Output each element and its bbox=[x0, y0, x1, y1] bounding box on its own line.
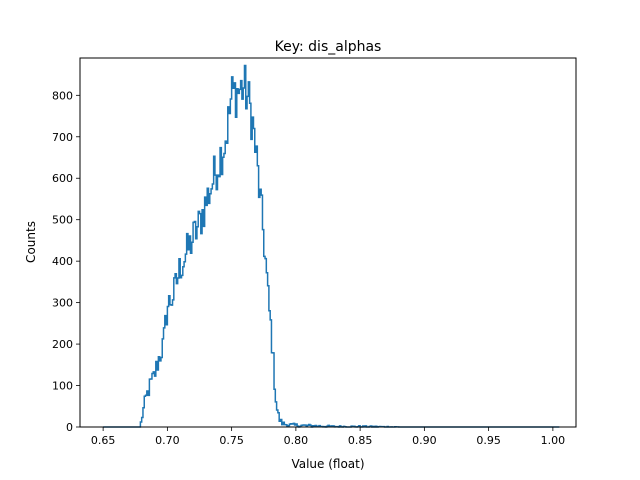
chart-title: Key: dis_alphas bbox=[275, 39, 382, 55]
axes-frame bbox=[79, 57, 577, 428]
y-axis-label: Counts bbox=[24, 221, 38, 263]
y-tick-label: 100 bbox=[52, 380, 73, 393]
y-tick-label: 800 bbox=[52, 89, 73, 102]
y-tick-label: 600 bbox=[52, 172, 73, 185]
y-axis-ticks: 0 100 200 300 400 500 600 700 800 bbox=[52, 89, 80, 434]
y-tick-label: 400 bbox=[52, 255, 73, 268]
x-tick-label: 0.65 bbox=[91, 434, 116, 447]
x-tick-label: 1.00 bbox=[541, 434, 566, 447]
x-axis-ticks: 0.65 0.70 0.75 0.80 0.85 0.90 0.95 1.00 bbox=[91, 427, 565, 447]
x-tick-label: 0.75 bbox=[219, 434, 244, 447]
y-tick-label: 200 bbox=[52, 338, 73, 351]
x-tick-label: 0.95 bbox=[476, 434, 501, 447]
x-axis-label: Value (float) bbox=[291, 457, 364, 471]
y-tick-label: 300 bbox=[52, 297, 73, 310]
x-tick-label: 0.80 bbox=[284, 434, 309, 447]
x-tick-label: 0.70 bbox=[155, 434, 180, 447]
x-tick-label: 0.85 bbox=[348, 434, 373, 447]
y-tick-label: 700 bbox=[52, 131, 73, 144]
x-tick-label: 0.90 bbox=[412, 434, 437, 447]
y-tick-label: 500 bbox=[52, 214, 73, 227]
y-tick-label: 0 bbox=[66, 421, 73, 434]
